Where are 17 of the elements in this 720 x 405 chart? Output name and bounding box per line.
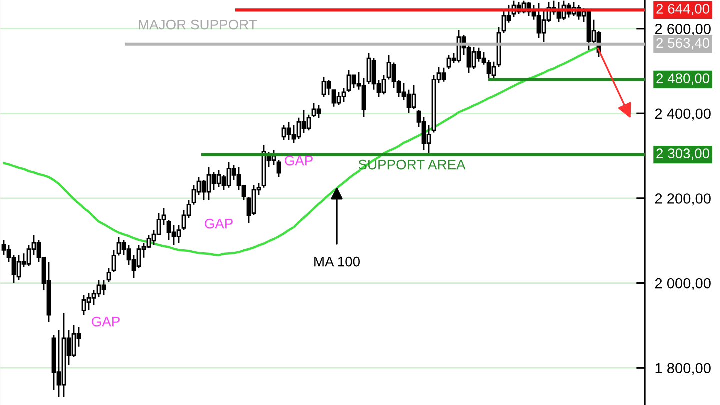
ref-line-label: 2 480,00: [656, 74, 710, 86]
text: MA 100: [314, 256, 360, 267]
y-tick-label: 2 400,00: [655, 108, 711, 121]
annotation: MAJOR SUPPORT: [139, 20, 258, 30]
annotation: GAP: [205, 218, 233, 229]
ref-line-label: 2 303,00: [656, 148, 710, 160]
candlestick: [106, 267, 112, 283]
candlestick: [276, 160, 282, 178]
y-tick-label: 1 800,00: [656, 363, 711, 376]
ref-line-label: 2 563,40: [656, 38, 710, 50]
annotation: GAP: [285, 156, 313, 166]
y-tick-label: 2 600,00: [655, 24, 711, 36]
y-tick-label: 2 200,00: [655, 194, 711, 206]
annotation: GAP: [92, 316, 120, 327]
candlestick: [112, 250, 116, 273]
y-tick-label: 2 000,00: [655, 278, 711, 290]
ref-line-label: 2 644,00: [656, 4, 710, 16]
